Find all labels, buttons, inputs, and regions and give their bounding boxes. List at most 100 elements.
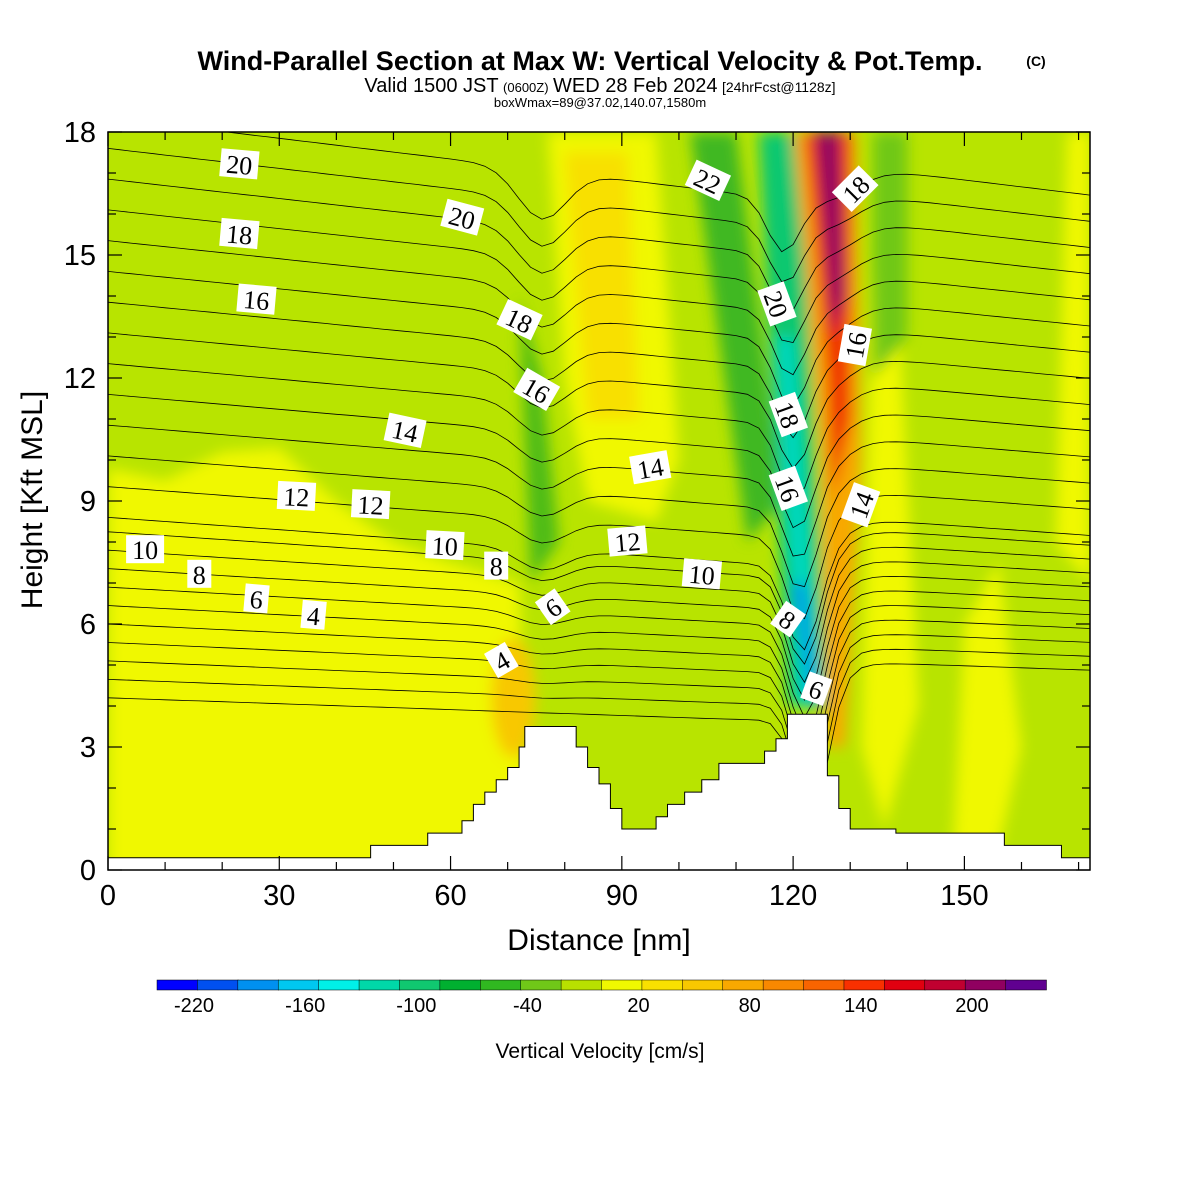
y-tick-label: 0 (80, 855, 96, 887)
colorbar-label: Vertical Velocity [cm/s] (496, 1040, 705, 1063)
valid-date: WED 28 Feb 2024 (553, 75, 718, 97)
updraft-plume-core (815, 132, 845, 337)
isentrope-line (223, 132, 1090, 253)
colorbar-swatch (358, 979, 401, 991)
y-tick-label: 3 (80, 732, 96, 764)
isentrope-line (108, 332, 1090, 469)
chart-subtitle: Valid 1500 JST (0600Z) WED 28 Feb 2024 [… (364, 75, 835, 97)
svg-text:14: 14 (635, 452, 666, 485)
isentrope-line (108, 394, 1090, 529)
colorbar-tick-label: -220 (174, 995, 214, 1017)
colorbar-swatch (762, 979, 805, 991)
contour-label: 10 (425, 530, 465, 562)
colorbar: -220 -160 -100 -40 20 80 140 200 (156, 979, 1047, 1017)
contour-label: 10 (681, 558, 723, 591)
colorbar-swatch (480, 979, 522, 991)
contour-label: 12 (607, 525, 648, 558)
contour-label: 6 (243, 583, 270, 615)
colorbar-swatch (197, 979, 239, 991)
contour-label: 16 (837, 323, 873, 367)
y-tick-label: 15 (64, 240, 96, 272)
isentrope-line (108, 240, 1090, 376)
svg-text:20: 20 (225, 150, 253, 181)
isentrope-line (108, 546, 1090, 684)
contour-label: 12 (276, 480, 317, 513)
y-tick-label: 12 (64, 363, 96, 395)
colorbar-swatch (964, 979, 1007, 991)
isentrope-line (108, 209, 1090, 344)
isentrope-line (108, 605, 1090, 753)
valid-utc: (0600Z) (503, 80, 549, 95)
contour-label: 8 (484, 551, 509, 582)
x-axis: 0 30 60 90 120 150 (100, 132, 1080, 912)
colorbar-tick-label: 200 (955, 995, 988, 1017)
isentrope-line (108, 363, 1090, 499)
svg-text:12: 12 (283, 482, 310, 512)
contour-label: 14 (629, 450, 672, 485)
colorbar-swatch (924, 979, 966, 991)
isentrope-line (108, 575, 1090, 719)
contour-label: 20 (440, 198, 485, 236)
svg-text:12: 12 (613, 527, 641, 558)
contour-label: 20 (757, 281, 797, 327)
x-tick-label: 30 (263, 880, 295, 912)
svg-text:14: 14 (389, 415, 420, 449)
svg-text:12: 12 (357, 490, 384, 520)
colorbar-tick-label: -40 (513, 995, 542, 1017)
colorbar-swatch (1005, 979, 1047, 991)
x-axis-label: Distance [nm] (507, 924, 690, 957)
colorbar-tick-label: 140 (844, 995, 877, 1017)
y-tick-label: 9 (80, 486, 96, 518)
svg-text:10: 10 (431, 531, 458, 561)
downdraft-band-mid (690, 132, 782, 542)
colorbar-swatch (277, 979, 320, 991)
contour-label: 10 (126, 535, 165, 565)
svg-text:6: 6 (249, 585, 264, 615)
isentrope-line (108, 455, 1090, 588)
svg-text:4: 4 (306, 601, 321, 631)
isentrope-line (108, 619, 1090, 769)
isentrope-line (108, 531, 1090, 665)
isentrope-line (108, 561, 1090, 701)
isentrope-line (108, 424, 1090, 557)
colorbar-tick-label: 80 (739, 995, 761, 1017)
y-tick-label: 6 (80, 609, 96, 641)
svg-text:8: 8 (193, 561, 206, 590)
copyright-mark: (C) (1026, 53, 1045, 69)
x-tick-label: 60 (434, 880, 466, 912)
svg-text:10: 10 (132, 536, 158, 565)
x-tick-label: 0 (100, 880, 116, 912)
forecast-info: [24hrFcst@1128z] (722, 79, 836, 95)
weak-updraft-east (861, 255, 919, 829)
colorbar-swatch (843, 979, 886, 991)
y-axis: 0 3 6 9 12 15 18 (64, 117, 1090, 887)
contour-label: 16 (236, 283, 277, 316)
svg-text:10: 10 (688, 560, 716, 591)
colorbar-tick-label: 20 (627, 995, 649, 1017)
colorbar-swatch (682, 979, 724, 991)
colorbar-swatch (156, 979, 199, 991)
colorbar-swatch (318, 979, 360, 991)
x-tick-label: 90 (606, 880, 638, 912)
contour-label: 12 (350, 489, 391, 521)
svg-text:16: 16 (242, 285, 270, 316)
isentrope-line (108, 486, 1090, 620)
contour-label: 8 (187, 559, 212, 590)
colorbar-swatch (560, 979, 603, 991)
svg-text:16: 16 (840, 330, 873, 361)
isentrope-line (108, 301, 1090, 439)
colorbar-swatch (399, 979, 441, 991)
box-info: boxWmax=89@37.02,140.07,1580m (494, 95, 706, 110)
isentrope-line (108, 648, 1090, 800)
isentrope-line (108, 148, 1090, 283)
contour-label: 14 (383, 412, 427, 449)
colorbar-swatch (803, 979, 845, 991)
colorbar-tick-label: -100 (396, 995, 436, 1017)
contour-label: 4 (300, 599, 327, 631)
svg-text:8: 8 (490, 553, 503, 582)
weak-updraft-lowlevel-east (952, 562, 1022, 850)
svg-text:18: 18 (225, 219, 253, 250)
